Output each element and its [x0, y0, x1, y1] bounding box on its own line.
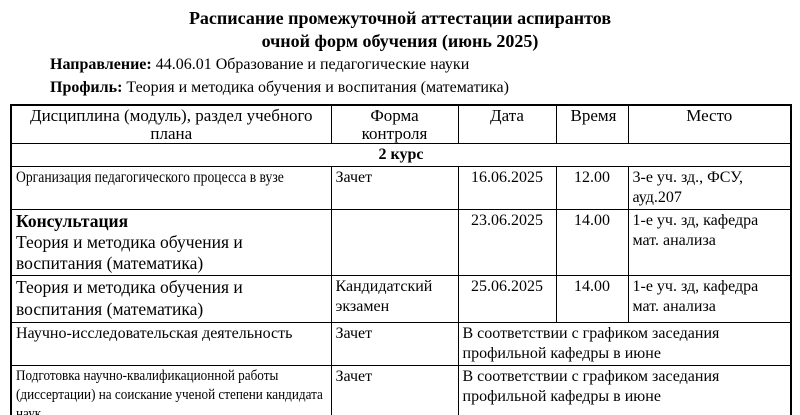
cell-date: 16.06.2025	[457, 166, 557, 210]
discipline-text: Подготовка научно-квалификационной работ…	[16, 368, 323, 415]
cell-form	[330, 209, 459, 276]
schedule-row: Организация педагогического процесса в в…	[10, 166, 792, 210]
cell-form: Кандидатский экзамен	[330, 275, 459, 323]
title-line-2: очной форм обучения (июнь 2025)	[261, 31, 539, 51]
cell-note: В соответствии с графиком заседания проф…	[457, 322, 792, 366]
profile-line: Профиль: Теория и методика обучения и во…	[50, 76, 800, 99]
direction-value: 44.06.01 Образование и педагогические на…	[155, 56, 470, 73]
cell-form: Зачет	[330, 322, 459, 366]
table-header-row: Дисциплина (модуль), раздел учебного пла…	[10, 104, 792, 144]
cell-time: 12.00	[555, 166, 629, 210]
cell-discipline: Организация педагогического процесса в в…	[10, 166, 332, 210]
discipline-text: Теория и методика обучения и воспитания …	[16, 277, 243, 319]
course-section-title: 2 курс	[10, 143, 792, 167]
schedule-row: Теория и методика обучения и воспитания …	[10, 275, 792, 323]
cell-date: 25.06.2025	[457, 275, 557, 323]
profile-label: Профиль:	[50, 79, 123, 96]
direction-label: Направление:	[50, 56, 152, 73]
schedule-row: Консультация Теория и методика обучения …	[10, 209, 792, 276]
header-date: Дата	[457, 104, 557, 144]
title-line-1: Расписание промежуточной аттестации аспи…	[188, 8, 612, 28]
cell-place: 1-е уч. зд, кафедра мат. анализа	[627, 275, 792, 323]
cell-discipline: Научно-исследовательская деятельность	[10, 322, 332, 366]
discipline-bold-text: Консультация	[16, 211, 129, 231]
cell-form: Зачет	[330, 365, 459, 415]
profile-value: Теория и методика обучения и воспитания …	[126, 79, 509, 96]
header-form: Форма контроля	[330, 104, 459, 144]
course-section-row: 2 курс	[10, 143, 792, 167]
cell-time: 14.00	[555, 275, 629, 323]
cell-discipline: Консультация Теория и методика обучения …	[10, 209, 332, 276]
cell-date: 23.06.2025	[457, 209, 557, 276]
cell-discipline: Подготовка научно-квалификационной работ…	[10, 365, 332, 415]
cell-note: В соответствии с графиком заседания проф…	[457, 365, 792, 415]
cell-time: 14.00	[555, 209, 629, 276]
cell-place: 3-е уч. зд., ФСУ, ауд.207	[627, 166, 792, 210]
header-place: Место	[627, 104, 792, 144]
header-time: Время	[555, 104, 629, 144]
schedule-row: Научно-исследовательская деятельность За…	[10, 322, 792, 366]
schedule-table: Дисциплина (модуль), раздел учебного пла…	[10, 104, 792, 415]
discipline-text: Теория и методика обучения и воспитания …	[16, 232, 243, 273]
cell-discipline: Теория и методика обучения и воспитания …	[10, 275, 332, 323]
header-discipline: Дисциплина (модуль), раздел учебного пла…	[10, 104, 332, 144]
schedule-row: Подготовка научно-квалификационной работ…	[10, 365, 792, 415]
document-title: Расписание промежуточной аттестации аспи…	[0, 7, 800, 53]
direction-line: Направление: 44.06.01 Образование и педа…	[50, 53, 800, 76]
cell-form: Зачет	[330, 166, 459, 210]
cell-place: 1-е уч. зд, кафедра мат. анализа	[627, 209, 792, 276]
discipline-text: Организация педагогического процесса в в…	[16, 169, 284, 186]
